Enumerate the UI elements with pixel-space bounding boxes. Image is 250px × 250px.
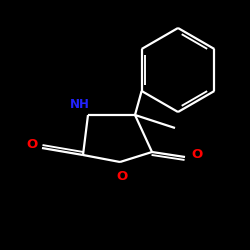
- Text: O: O: [192, 148, 202, 162]
- Text: O: O: [116, 170, 128, 182]
- Text: NH: NH: [70, 98, 90, 112]
- Text: O: O: [26, 138, 38, 150]
